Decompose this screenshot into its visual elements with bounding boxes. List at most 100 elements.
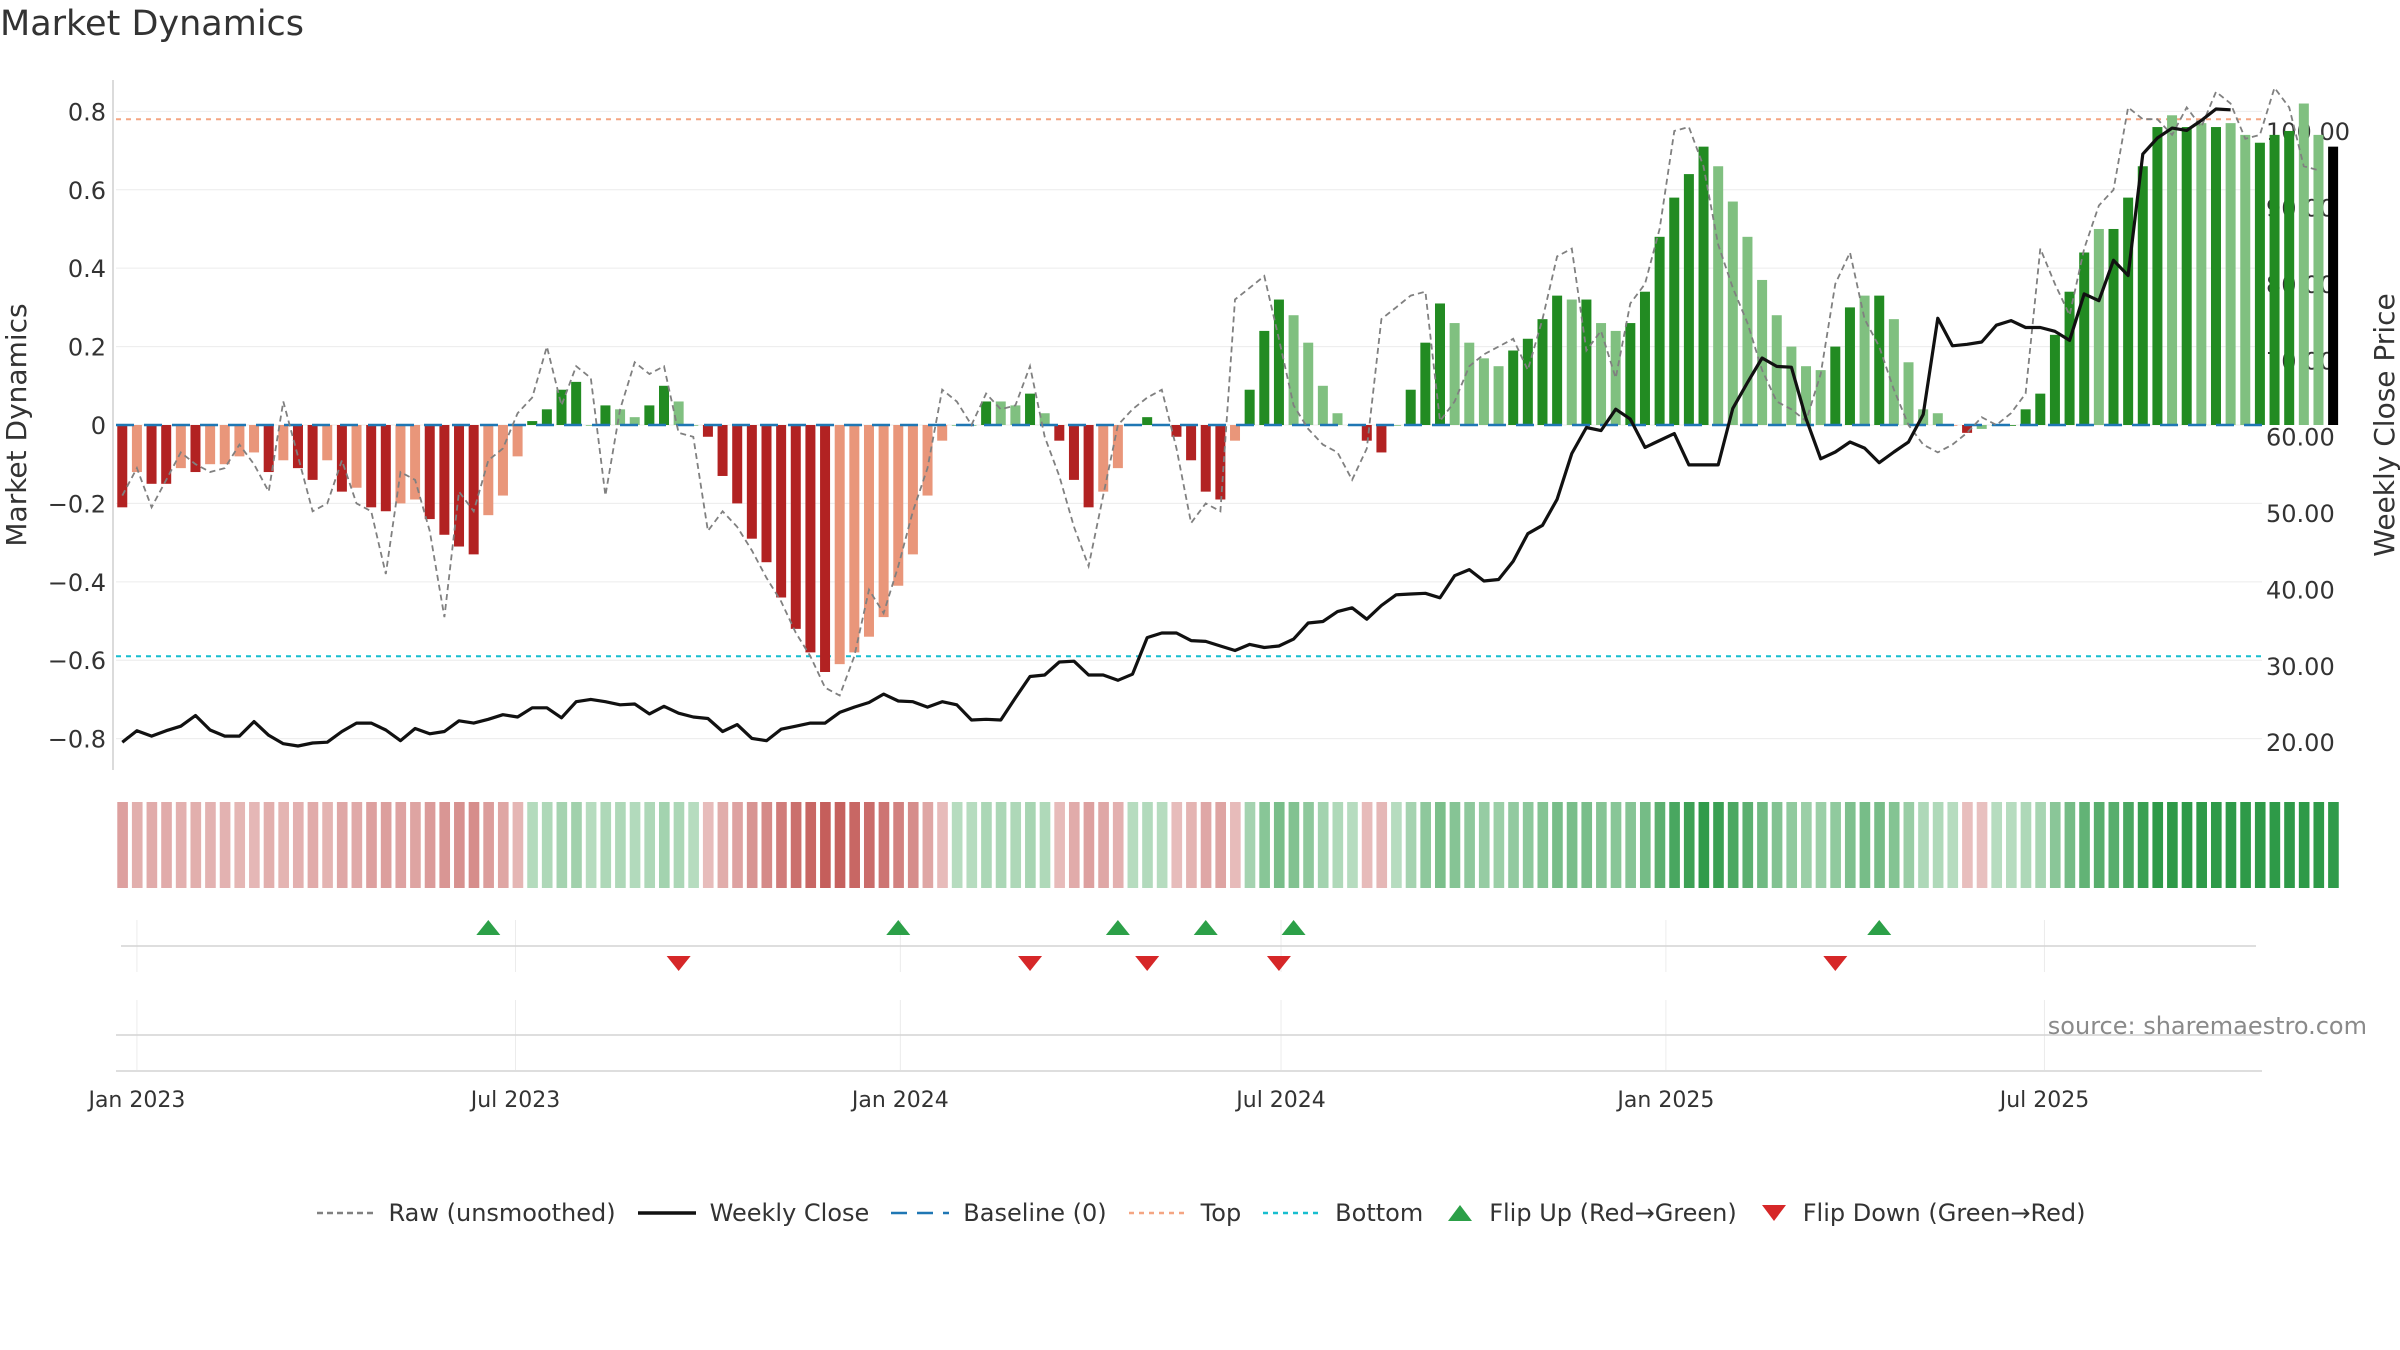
legend-swatch [637, 1211, 696, 1215]
y-tick-label: −0.8 [48, 726, 106, 754]
dynamics-bar [307, 425, 318, 480]
heat-cell [629, 802, 641, 888]
dynamics-bar [600, 405, 611, 425]
dynamics-bar [1683, 174, 1694, 425]
dynamics-bar [2064, 291, 2075, 425]
heat-cell [1288, 802, 1300, 888]
dynamics-bar [292, 425, 303, 469]
heat-cell [1303, 802, 1314, 888]
chart-legend: Raw (unsmoothed) Weekly Close Baseline (0)… [0, 1199, 2400, 1227]
heat-cell [424, 802, 436, 888]
dynamics-bar [278, 425, 289, 461]
x-tick-label: Jan 2025 [1615, 1088, 1714, 1113]
dynamics-bar [776, 425, 787, 598]
heat-cell [1449, 802, 1461, 888]
dynamics-bar [2093, 228, 2104, 425]
weekly-close-line [121, 107, 2231, 748]
heat-cell [2269, 802, 2281, 888]
heat-cell [922, 802, 934, 888]
x-tick-label: Jan 2023 [86, 1088, 185, 1113]
dynamics-bar [2196, 123, 2207, 425]
dynamics-bar [410, 425, 421, 500]
dynamics-bar [673, 401, 684, 425]
dynamics-bar [1874, 295, 1885, 425]
dynamics-bar [322, 425, 333, 461]
heat-cell [1844, 802, 1856, 888]
dynamics-bar [366, 425, 377, 508]
heat-cell [1698, 802, 1710, 888]
heat-cell [234, 802, 246, 888]
heat-cell [1376, 802, 1388, 888]
heat-cell [1068, 802, 1080, 888]
dynamics-bar [761, 425, 772, 563]
heat-cell [219, 802, 231, 888]
dynamics-bar [512, 425, 523, 457]
heat-cell [2093, 802, 2105, 888]
heat-cell [805, 802, 817, 888]
dynamics-bar [1259, 330, 1270, 425]
heat-cell [512, 802, 524, 888]
dynamics-bar [1698, 146, 1709, 426]
heat-cell [1683, 802, 1695, 888]
heat-cell [2210, 802, 2222, 888]
dynamics-bar [1083, 425, 1094, 508]
heat-cell [1171, 802, 1183, 888]
legend-item: Flip Up (Red→Green) [1443, 1199, 1737, 1227]
heat-cell [205, 802, 216, 888]
y-tick-label: −0.6 [48, 647, 106, 675]
y-tick-label: 0.4 [68, 255, 106, 283]
heat-cell [146, 802, 158, 888]
y-tick-label: 0.6 [68, 177, 106, 205]
heat-cell [1273, 802, 1285, 888]
legend-item: Raw (unsmoothed) [315, 1199, 616, 1227]
heat-cell [2123, 802, 2134, 888]
dynamics-bar [190, 425, 201, 473]
heat-cell [380, 802, 392, 888]
heat-cell [1332, 802, 1344, 888]
heat-cell [2196, 802, 2207, 888]
legend-swatch [1263, 1211, 1322, 1215]
dynamics-bar [702, 425, 713, 437]
heat-cell [2079, 802, 2090, 888]
legend-label: Top [1200, 1199, 1242, 1227]
heat-cell [351, 802, 363, 888]
heat-cell [1054, 802, 1065, 888]
heat-cell [981, 802, 992, 888]
heat-cell [190, 802, 202, 888]
heat-cell [2284, 802, 2295, 888]
dynamics-bar [2049, 334, 2060, 425]
flip-down-marker [1823, 956, 1848, 971]
heat-cell [2064, 802, 2076, 888]
source-credit: source: sharemaestro.com [2047, 1012, 2367, 1040]
heat-cell [1317, 802, 1329, 888]
dynamics-bar [937, 425, 948, 441]
dynamics-bar [1581, 299, 1592, 425]
heat-cell [820, 802, 831, 888]
dynamics-bar [1215, 425, 1226, 500]
dynamics-bar [1420, 342, 1431, 425]
heat-cell [454, 802, 465, 888]
heat-cell [1566, 802, 1578, 888]
dynamics-bar [1786, 346, 1797, 425]
dynamics-bar [483, 425, 494, 516]
dynamics-bar [1332, 413, 1343, 425]
dynamics-bar [1025, 393, 1036, 425]
dynamics-bar [2108, 228, 2119, 425]
heat-cell [937, 802, 948, 888]
heat-cell [1405, 802, 1417, 888]
dynamics-bar [175, 425, 186, 469]
dynamics-bar [351, 425, 362, 488]
heat-cell [1874, 802, 1885, 888]
heat-cell [556, 802, 568, 888]
dynamics-bar [1962, 425, 1973, 433]
dynamics-bar [2284, 130, 2295, 425]
dynamics-bar [454, 425, 465, 547]
dynamics-bar [497, 425, 508, 496]
dynamics-bar [2313, 134, 2324, 426]
heat-cell [1581, 802, 1593, 888]
dynamics-bar [1200, 425, 1211, 492]
dynamics-bar [380, 425, 391, 512]
y2-axis-label: Weekly Close Price [2368, 293, 2400, 556]
dynamics-bar [1669, 197, 1680, 425]
heat-cell [468, 802, 480, 888]
